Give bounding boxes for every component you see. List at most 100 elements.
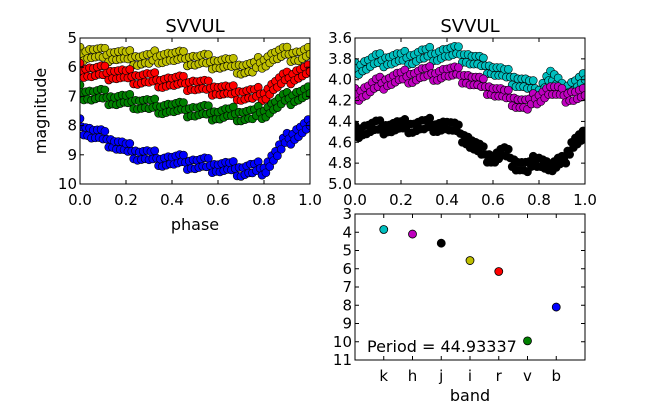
x-ticks-left: 0.0 0.2 0.4 0.6 0.8 1.0: [68, 38, 322, 209]
x-tick-label: 1.0: [298, 191, 322, 209]
point-k: [454, 42, 463, 51]
point-b: [273, 151, 282, 161]
point-i: [179, 47, 188, 56]
point-j: [454, 120, 463, 130]
y-tick-label: 3.8: [328, 50, 352, 68]
y-tick-label: 8: [342, 296, 352, 314]
x-tick-label: i: [468, 367, 472, 385]
point-h: [578, 84, 585, 93]
y-tick-label: 3.6: [328, 29, 352, 47]
point-b: [261, 168, 271, 178]
point-j: [504, 144, 513, 154]
y-tick-label: 5.0: [328, 175, 352, 193]
point-v: [305, 89, 310, 98]
point-h: [454, 63, 463, 72]
markers-left: [80, 42, 310, 181]
point-j: [565, 150, 574, 159]
y-tick-label: 4.4: [328, 112, 352, 130]
y-tick-label: 6: [67, 58, 77, 76]
point-v: [303, 82, 310, 92]
point-b: [125, 139, 135, 148]
band-point-k: [379, 225, 389, 234]
x-ticks-right: 0.0 0.2 0.4 0.6 0.8 1.0: [343, 38, 597, 209]
point-b: [276, 144, 286, 154]
chart-title-right: SVVUL: [440, 16, 499, 37]
band-point-h: [408, 229, 417, 239]
point-i: [282, 42, 292, 52]
point-j: [580, 132, 585, 142]
y-tick-label: 4: [342, 223, 352, 241]
y-tick-label: 10: [333, 333, 352, 351]
band-point-v: [523, 336, 532, 346]
point-i: [125, 46, 135, 55]
y-tick-label: 8: [67, 117, 77, 135]
x-tick-label: 1.0: [573, 191, 597, 209]
x-tick-label: v: [523, 367, 532, 385]
point-v: [80, 80, 85, 90]
point-r: [204, 76, 213, 86]
point-b: [229, 157, 238, 166]
point-v: [179, 98, 188, 107]
axes-frame-left: [79, 37, 311, 185]
point-h: [580, 91, 585, 100]
period-annotation: Period = 44.93337: [367, 337, 517, 356]
x-tick-label: 0.8: [527, 191, 551, 209]
y-tick-label: 11: [333, 351, 352, 369]
point-k: [479, 53, 488, 63]
y-tick-label: 9: [67, 146, 77, 164]
y-tick-label: 3: [342, 205, 352, 223]
y-tick-label: 4.6: [328, 133, 352, 151]
point-r: [229, 81, 238, 90]
y-tick-label: 10: [58, 175, 77, 193]
y-tick-label: 5: [67, 29, 77, 47]
point-h: [504, 85, 513, 95]
point-k: [528, 76, 538, 85]
y-tick-label: 6: [342, 260, 352, 278]
y-tick-label: 4.8: [328, 154, 352, 172]
x-tick-label: 0.4: [160, 191, 184, 209]
y-tick-label: 7: [342, 278, 352, 296]
x-tick-label: 0.2: [389, 191, 413, 209]
point-b: [204, 153, 213, 163]
point-i: [204, 50, 213, 59]
y-tick-label: 4.0: [328, 71, 352, 89]
x-axis-label-band: band: [450, 386, 490, 401]
x-tick-label: 0.0: [68, 191, 92, 209]
x-tick-label: b: [551, 367, 561, 385]
band-point-r: [494, 267, 504, 276]
point-b: [179, 150, 188, 160]
point-r: [80, 58, 85, 68]
band-point-j: [436, 238, 446, 248]
point-i: [229, 53, 238, 63]
point-b: [265, 162, 275, 171]
point-b: [100, 126, 110, 136]
point-r: [179, 71, 188, 81]
point-b: [150, 146, 160, 156]
x-tick-label: h: [408, 367, 418, 385]
point-j: [561, 158, 571, 168]
point-v: [125, 89, 135, 99]
point-r: [305, 67, 310, 76]
band-point-b: [551, 302, 561, 312]
y-tick-label: 7: [67, 87, 77, 105]
y-ticks-right: 3.6 3.8 4.0 4.2 4.4 4.6 4.8 5.0: [328, 29, 585, 193]
x-tick-label: 0.0: [343, 191, 367, 209]
point-i: [305, 49, 310, 59]
x-tick-label: r: [496, 367, 503, 385]
panel-phase-right: SVVUL 0.0 0.2 0.4 0.6 0.8 1.0 3.6 3.8 4.0 4.2 4.4…: [328, 16, 597, 209]
x-tick-label: 0.6: [206, 191, 230, 209]
x-tick-label: 0.6: [481, 191, 505, 209]
chart-title-left: SVVUL: [165, 16, 224, 37]
y-tick-label: 5: [342, 242, 352, 260]
x-axis-label-left: phase: [171, 215, 219, 234]
y-axis-label-left: magnitude: [31, 68, 50, 155]
y-tick-label: 9: [342, 315, 352, 333]
y-tick-label: 4.2: [328, 92, 352, 110]
point-r: [125, 65, 135, 74]
point-j: [479, 142, 488, 151]
y-ticks-left: 5 6 7 8 9 10: [58, 29, 310, 193]
point-v: [150, 94, 160, 104]
